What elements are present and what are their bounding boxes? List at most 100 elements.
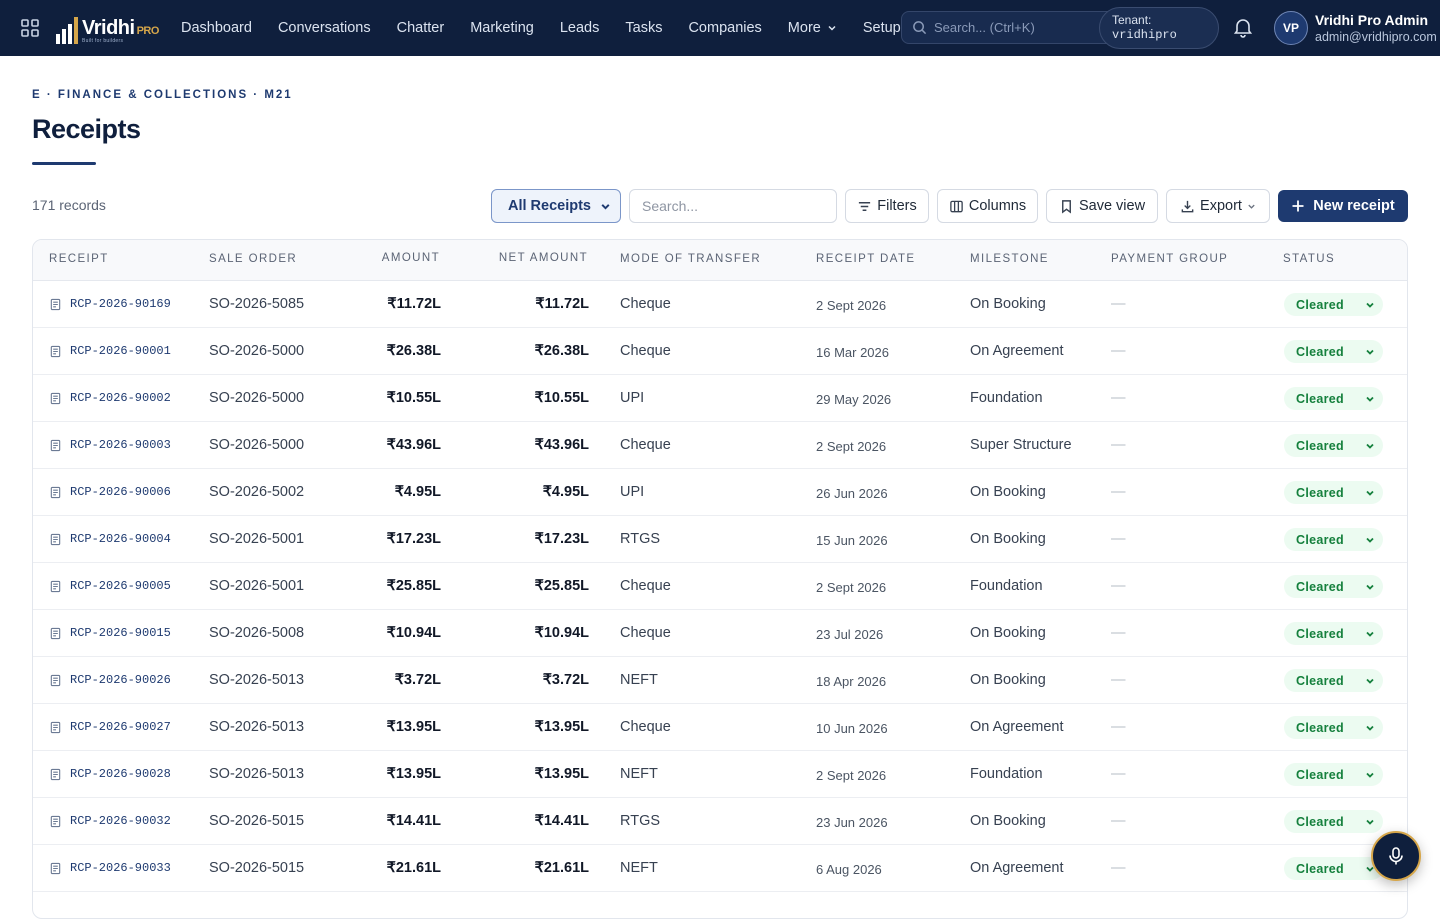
receipt-link[interactable]: RCP-2026-90032 [49,814,171,828]
col-sale-order[interactable]: SALE ORDER [209,253,298,265]
nav-companies[interactable]: Companies [688,20,762,36]
table-row[interactable]: RCP-2026-90028 SO-2026-5013 ₹13.95L ₹13.… [33,751,1407,798]
mode-of-transfer: NEFT [620,672,658,688]
document-icon [50,486,61,498]
export-button[interactable]: Export [1166,189,1270,223]
table-row[interactable]: RCP-2026-90033 SO-2026-5015 ₹21.61L ₹21.… [33,845,1407,892]
col-payment-group[interactable]: PAYMENT GROUP [1111,253,1229,265]
table-search-input[interactable] [629,189,837,223]
receipt-number: RCP-2026-90027 [70,720,171,734]
receipt-link[interactable]: RCP-2026-90004 [49,532,171,546]
nav-leads[interactable]: Leads [559,20,600,36]
receipt-link[interactable]: RCP-2026-90169 [49,297,171,311]
col-amount[interactable]: AMOUNT [381,252,440,264]
net-amount: ₹4.95L [542,484,589,500]
receipt-link[interactable]: RCP-2026-90033 [49,861,171,875]
col-date[interactable]: RECEIPT DATE [816,253,916,265]
table-row[interactable]: RCP-2026-90027 SO-2026-5013 ₹13.95L ₹13.… [33,704,1407,751]
table-row[interactable]: RCP-2026-90001 SO-2026-5000 ₹26.38L ₹26.… [33,328,1407,375]
voice-assistant-button[interactable] [1371,831,1421,881]
sale-order: SO-2026-5001 [209,531,305,547]
table-row[interactable]: RCP-2026-90032 SO-2026-5015 ₹14.41L ₹14.… [33,798,1407,845]
view-selected-label: All Receipts [508,198,591,214]
receipt-date: 2 Sept 2026 [816,439,887,454]
user-avatar[interactable]: VP [1274,11,1308,45]
status-badge[interactable]: Cleared [1284,528,1383,551]
payment-group: — [1111,719,1126,735]
amount: ₹3.72L [394,672,441,688]
chevron-down-icon [1366,866,1374,872]
milestone: On Booking [970,813,1046,829]
document-icon [50,533,61,545]
status-label: Cleared [1296,673,1344,688]
receipt-link[interactable]: RCP-2026-90001 [49,344,171,358]
status-badge[interactable]: Cleared [1284,481,1383,504]
bell-icon[interactable] [1232,16,1254,38]
status-badge[interactable]: Cleared [1284,763,1383,786]
chevron-down-icon [1366,819,1374,825]
receipt-link[interactable]: RCP-2026-90028 [49,767,171,781]
nav-conversations[interactable]: Conversations [277,20,371,36]
brand-logo[interactable]: Vridhi PRO Built for builders [56,12,159,44]
nav-setup[interactable]: Setup [862,20,901,36]
status-badge[interactable]: Cleared [1284,622,1383,645]
receipt-link[interactable]: RCP-2026-90006 [49,485,171,499]
receipt-link[interactable]: RCP-2026-90002 [49,391,171,405]
chevron-down-icon [1366,772,1374,778]
new-receipt-button[interactable]: New receipt [1278,190,1408,222]
col-receipt[interactable]: RECEIPT [49,253,109,265]
col-mode[interactable]: MODE OF TRANSFER [620,253,762,265]
receipt-date: 26 Jun 2026 [816,486,888,501]
milestone: On Agreement [970,860,1064,876]
filters-button[interactable]: Filters [845,189,929,223]
status-badge[interactable]: Cleared [1284,669,1383,692]
receipt-link[interactable]: RCP-2026-90026 [49,673,171,687]
nav-more[interactable]: More [775,20,850,36]
status-badge[interactable]: Cleared [1284,340,1383,363]
table-row[interactable]: RCP-2026-90005 SO-2026-5001 ₹25.85L ₹25.… [33,563,1407,610]
nav-marketing[interactable]: Marketing [470,20,534,36]
status-badge[interactable]: Cleared [1284,434,1383,457]
tenant-switcher[interactable]: Tenant: vridhipro [1099,7,1219,49]
milestone: On Agreement [970,343,1064,359]
columns-button[interactable]: Columns [937,189,1038,223]
status-badge[interactable]: Cleared [1284,810,1383,833]
col-milestone[interactable]: MILESTONE [970,253,1049,265]
table-row[interactable]: RCP-2026-90003 SO-2026-5000 ₹43.96L ₹43.… [33,422,1407,469]
download-icon [1181,200,1194,212]
status-badge[interactable]: Cleared [1284,293,1383,316]
receipts-table: RECEIPT SALE ORDER AMOUNT NET AMOUNT MOD… [32,239,1408,919]
status-badge[interactable]: Cleared [1284,387,1383,410]
col-net-amount[interactable]: NET AMOUNT [498,252,588,264]
apps-grid-icon[interactable] [20,18,40,38]
table-row[interactable]: RCP-2026-90015 SO-2026-5008 ₹10.94L ₹10.… [33,610,1407,657]
receipt-date: 16 Mar 2026 [816,345,889,360]
table-row[interactable]: RCP-2026-90026 SO-2026-5013 ₹3.72L ₹3.72… [33,657,1407,704]
sale-order: SO-2026-5000 [209,437,305,453]
receipt-link[interactable]: RCP-2026-90005 [49,579,171,593]
user-info[interactable]: Vridhi Pro Admin admin@vridhipro.com [1315,11,1437,45]
plus-icon [1292,200,1304,212]
table-row[interactable]: RCP-2026-90004 SO-2026-5001 ₹17.23L ₹17.… [33,516,1407,563]
table-row[interactable]: RCP-2026-90169 SO-2026-5085 ₹11.72L ₹11.… [33,281,1407,328]
col-status[interactable]: STATUS [1283,253,1336,265]
receipt-date: 10 Jun 2026 [816,721,888,736]
status-label: Cleared [1296,391,1344,406]
global-search-input[interactable] [934,20,1114,35]
status-badge[interactable]: Cleared [1284,857,1383,880]
nav-chatter[interactable]: Chatter [396,20,445,36]
status-badge[interactable]: Cleared [1284,575,1383,598]
receipt-link[interactable]: RCP-2026-90003 [49,438,171,452]
net-amount: ₹10.94L [534,625,589,641]
receipt-link[interactable]: RCP-2026-90015 [49,626,171,640]
view-selector[interactable]: All Receipts [491,189,621,223]
save-view-button[interactable]: Save view [1046,189,1158,223]
status-badge[interactable]: Cleared [1284,716,1383,739]
document-icon [50,721,61,733]
receipt-link[interactable]: RCP-2026-90027 [49,720,171,734]
table-row[interactable]: RCP-2026-90002 SO-2026-5000 ₹10.55L ₹10.… [33,375,1407,422]
nav-dashboard[interactable]: Dashboard [181,20,252,36]
nav-tasks[interactable]: Tasks [625,20,663,36]
table-row[interactable]: RCP-2026-90006 SO-2026-5002 ₹4.95L ₹4.95… [33,469,1407,516]
receipt-date: 23 Jul 2026 [816,627,884,642]
